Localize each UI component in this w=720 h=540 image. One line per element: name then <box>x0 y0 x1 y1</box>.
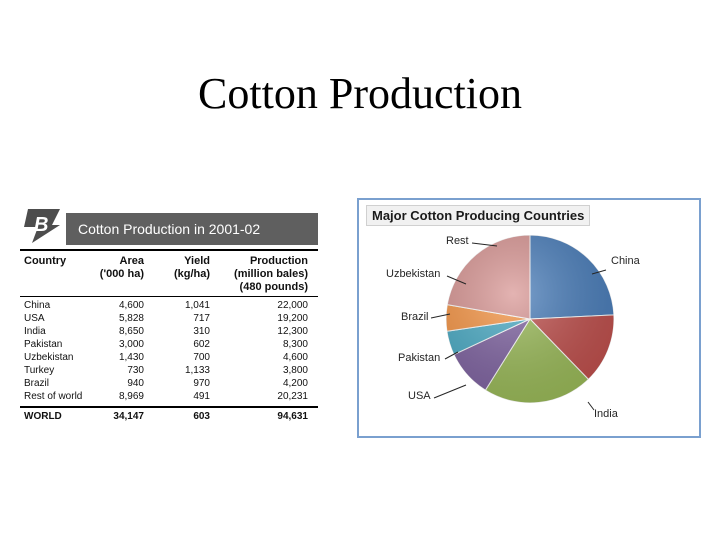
slice-label-brazil: Brazil <box>401 311 429 323</box>
header-yield-line2: (kg/ha) <box>173 268 210 280</box>
cell-country: India <box>24 326 46 337</box>
header-production-line1: Production <box>249 255 308 267</box>
header-rule <box>20 296 318 297</box>
cell-country: Brazil <box>24 378 50 389</box>
header-production-line2: (million bales) <box>234 268 308 280</box>
header-production: Production (million bales) (480 pounds) <box>234 255 308 294</box>
cell-yield: 602 <box>193 339 210 350</box>
cell-production: 8,300 <box>282 339 308 350</box>
cell-yield: 970 <box>193 378 210 389</box>
cell-production: 4,600 <box>282 352 308 363</box>
cell-production: 12,300 <box>277 326 308 337</box>
leader-line-uzbekistan <box>446 275 467 285</box>
cell-country: Rest of world <box>24 391 83 402</box>
cell-production: 3,800 <box>282 365 308 376</box>
header-area-line1: Area <box>119 255 144 267</box>
cell-area: 34,147 <box>113 411 144 422</box>
slice-label-rest: Rest <box>446 235 469 247</box>
cell-area: 3,000 <box>118 339 144 350</box>
cell-area: 940 <box>127 378 144 389</box>
slice-label-usa: USA <box>408 390 431 402</box>
leader-line-india <box>587 401 595 411</box>
leader-line-rest <box>471 242 498 247</box>
table-row: China 4,600 1,041 22,000 <box>20 300 318 311</box>
cell-area: 1,430 <box>118 352 144 363</box>
header-yield: Yield (kg/ha) <box>174 255 210 281</box>
cell-yield: 717 <box>193 313 210 324</box>
pie-chart-title: Major Cotton Producing Countries <box>366 205 591 226</box>
table-total-row: WORLD 34,147 603 94,631 <box>20 411 318 422</box>
slice-label-pakistan: Pakistan <box>398 352 441 364</box>
leader-line-brazil <box>430 313 451 319</box>
cell-production: 19,200 <box>277 313 308 324</box>
cell-yield: 603 <box>193 411 210 422</box>
slice-label-uzbekistan: Uzbekistan <box>386 268 441 280</box>
table-row: India 8,650 310 12,300 <box>20 326 318 337</box>
total-rule <box>20 406 318 408</box>
logo-text: B <box>34 214 48 236</box>
cell-production: 20,231 <box>277 391 308 402</box>
table-row: Brazil 940 970 4,200 <box>20 378 318 389</box>
header-area-line2: ('000 ha) <box>99 268 144 280</box>
cell-country: Turkey <box>24 365 55 376</box>
cell-yield: 1,133 <box>184 365 210 376</box>
header-country: Country <box>24 255 67 267</box>
header-yield-line1: Yield <box>184 255 210 267</box>
cotton-table: B Cotton Production in 2001-02 Country A… <box>20 203 318 428</box>
cell-country: Uzbekistan <box>24 352 74 363</box>
cell-country: WORLD <box>24 411 62 422</box>
header-area: Area ('000 ha) <box>100 255 144 281</box>
table-row: Pakistan 3,000 602 8,300 <box>20 339 318 350</box>
table-title: Cotton Production in 2001-02 <box>66 213 318 245</box>
table-top-rule <box>20 249 318 251</box>
table-row: Uzbekistan 1,430 700 4,600 <box>20 352 318 363</box>
cell-yield: 700 <box>193 352 210 363</box>
cell-yield: 1,041 <box>184 300 210 311</box>
header-production-line3: (480 pounds) <box>239 281 308 293</box>
cell-area: 730 <box>127 365 144 376</box>
pie-leader-lines <box>430 242 607 411</box>
cell-country: USA <box>24 313 45 324</box>
cell-area: 5,828 <box>118 313 144 324</box>
cell-production: 22,000 <box>277 300 308 311</box>
logo-icon: B <box>24 209 60 243</box>
cell-production: 4,200 <box>282 378 308 389</box>
slide-title: Cotton Production <box>198 69 522 118</box>
table-row: USA 5,828 717 19,200 <box>20 313 318 324</box>
cell-area: 8,650 <box>118 326 144 337</box>
cell-yield: 491 <box>193 391 210 402</box>
cell-area: 4,600 <box>118 300 144 311</box>
table-row: Turkey 730 1,133 3,800 <box>20 365 318 376</box>
cell-yield: 310 <box>193 326 210 337</box>
cell-country: China <box>24 300 51 311</box>
table-row: Rest of world 8,969 491 20,231 <box>20 391 318 402</box>
leader-line-china <box>591 269 607 275</box>
leader-line-usa <box>433 384 467 399</box>
leader-line-pakistan <box>444 351 459 360</box>
cell-production: 94,631 <box>277 411 308 422</box>
pie-shading <box>446 235 614 403</box>
cell-country: Pakistan <box>24 339 63 350</box>
cell-area: 8,969 <box>118 391 144 402</box>
slice-label-india: India <box>594 408 618 420</box>
slice-label-china: China <box>611 255 640 267</box>
